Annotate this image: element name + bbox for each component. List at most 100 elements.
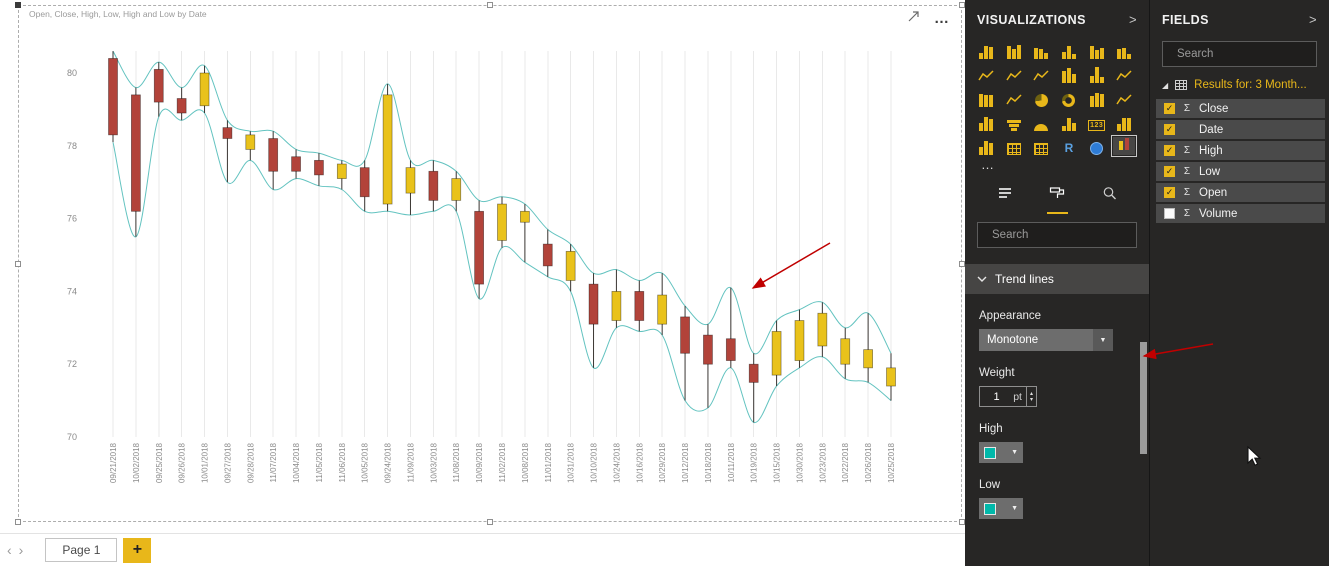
format-search-input[interactable] bbox=[992, 229, 1146, 241]
candle-10/11/2018[interactable] bbox=[725, 287, 736, 368]
next-page-icon[interactable]: › bbox=[18, 542, 24, 558]
candle-10/15/2018[interactable] bbox=[771, 320, 782, 387]
candle-10/18/2018[interactable] bbox=[703, 324, 713, 408]
candle-09/21/2018[interactable] bbox=[108, 51, 118, 143]
candle-10/30/2018[interactable] bbox=[794, 309, 805, 368]
checkbox-open[interactable]: ✓ bbox=[1164, 187, 1175, 198]
checkbox-close[interactable]: ✓ bbox=[1164, 103, 1175, 114]
candle-10/10/2018[interactable] bbox=[588, 273, 599, 368]
page-tab[interactable]: Page 1 bbox=[45, 538, 118, 562]
line-chart-icon[interactable] bbox=[975, 65, 997, 83]
dropdown-arrow-icon[interactable]: ▼ bbox=[1093, 329, 1113, 351]
more-options-icon[interactable]: … bbox=[934, 10, 949, 27]
checkbox-low[interactable]: ✓ bbox=[1164, 166, 1175, 177]
fields-table-node[interactable]: ◢ Results for: 3 Month... bbox=[1150, 67, 1329, 97]
field-row-date[interactable]: ✓ Date bbox=[1156, 120, 1325, 139]
stacked-bar-chart-icon[interactable] bbox=[975, 41, 997, 59]
candle-09/28/2018[interactable] bbox=[245, 131, 256, 161]
candle-10/22/2018[interactable] bbox=[840, 327, 851, 379]
format-pane-scrollbar[interactable] bbox=[1140, 342, 1147, 454]
weight-stepper[interactable]: ▴ ▾ bbox=[1025, 387, 1036, 406]
matrix-icon[interactable] bbox=[1030, 137, 1052, 155]
fields-search-input[interactable] bbox=[1177, 48, 1329, 60]
gauge-icon[interactable] bbox=[1030, 113, 1052, 131]
waterfall-chart-icon[interactable] bbox=[975, 89, 997, 107]
candle-10/01/2018[interactable] bbox=[199, 65, 210, 114]
candle-10/05/2018[interactable] bbox=[359, 160, 370, 212]
candle-10/08/2018[interactable] bbox=[520, 204, 530, 263]
100-stacked-bar-chart-icon[interactable] bbox=[1086, 41, 1108, 59]
prev-page-icon[interactable]: ‹ bbox=[7, 542, 12, 558]
filled-map-icon[interactable] bbox=[975, 113, 997, 131]
clustered-column-chart-icon[interactable] bbox=[1058, 41, 1080, 59]
add-page-button[interactable]: + bbox=[123, 537, 152, 563]
more-visuals-icon[interactable]: … bbox=[981, 157, 995, 172]
candle-10/16/2018[interactable] bbox=[634, 280, 645, 332]
dropdown-arrow-icon[interactable]: ▼ bbox=[1011, 449, 1018, 456]
candle-11/06/2018[interactable] bbox=[336, 160, 347, 190]
card-123-icon[interactable]: 123 bbox=[1088, 120, 1106, 131]
candle-10/09/2018[interactable] bbox=[474, 200, 484, 299]
collapse-pane-icon[interactable]: > bbox=[1129, 12, 1137, 27]
candle-11/01/2018[interactable] bbox=[542, 229, 553, 277]
area-chart-icon[interactable] bbox=[1003, 65, 1025, 83]
checkbox-volume[interactable] bbox=[1164, 208, 1175, 219]
candle-10/25/2018[interactable] bbox=[886, 353, 896, 401]
candle-11/07/2018[interactable] bbox=[268, 131, 279, 190]
field-row-volume[interactable]: Σ Volume bbox=[1156, 204, 1325, 223]
analytics-pane-tab[interactable] bbox=[1100, 182, 1120, 214]
candlestick-visual-container[interactable]: Open, Close, High, Low, High and Low by … bbox=[15, 2, 965, 525]
ribbon-chart-icon[interactable] bbox=[1113, 65, 1135, 83]
stacked-area-chart-icon[interactable] bbox=[1030, 65, 1052, 83]
collapse-pane-icon[interactable]: > bbox=[1309, 12, 1317, 27]
map-icon[interactable] bbox=[1113, 89, 1135, 107]
weight-value[interactable]: 1 bbox=[993, 390, 1000, 403]
checkbox-date[interactable]: ✓ bbox=[1164, 124, 1175, 135]
candlestick-chart[interactable]: 70 72 74 76 78 80 09/21/2018 10/02/2018 09/25/20… bbox=[19, 6, 961, 521]
field-row-close[interactable]: ✓ Σ Close bbox=[1156, 99, 1325, 118]
candle-09/26/2018[interactable] bbox=[176, 87, 187, 121]
candle-09/25/2018[interactable] bbox=[153, 62, 164, 117]
table-icon[interactable] bbox=[1003, 137, 1025, 155]
candlestick-visual-icon[interactable] bbox=[1111, 135, 1138, 157]
line-and-clustered-column-chart-icon[interactable] bbox=[1086, 65, 1108, 83]
candle-09/27/2018[interactable] bbox=[222, 120, 233, 183]
fields-search-box[interactable] bbox=[1162, 41, 1329, 67]
resize-handle[interactable] bbox=[15, 519, 21, 525]
candle-10/12/2018[interactable] bbox=[680, 305, 690, 401]
candle-10/03/2018[interactable] bbox=[428, 160, 439, 212]
candle-09/24/2018[interactable] bbox=[382, 83, 393, 212]
treemap-icon[interactable] bbox=[1086, 89, 1108, 107]
candle-11/09/2018[interactable] bbox=[405, 160, 416, 215]
candle-10/19/2018[interactable] bbox=[748, 353, 759, 423]
clustered-bar-chart-icon[interactable] bbox=[1030, 41, 1052, 59]
weight-input[interactable]: 1 pt ▴ ▾ bbox=[979, 386, 1037, 407]
high-color-picker[interactable]: ▼ bbox=[979, 442, 1023, 463]
trend-lines-section-header[interactable]: Trend lines bbox=[965, 264, 1149, 294]
dropdown-arrow-icon[interactable]: ▼ bbox=[1011, 505, 1018, 512]
donut-chart-icon[interactable] bbox=[1058, 89, 1080, 107]
funnel-icon[interactable] bbox=[1003, 113, 1025, 131]
kpi-icon[interactable] bbox=[1113, 113, 1135, 131]
candle-10/02/2018[interactable] bbox=[131, 87, 141, 237]
resize-handle[interactable] bbox=[487, 2, 493, 8]
resize-handle[interactable] bbox=[959, 2, 965, 8]
low-color-picker[interactable]: ▼ bbox=[979, 498, 1023, 519]
resize-handle[interactable] bbox=[959, 260, 965, 267]
candle-10/24/2018[interactable] bbox=[611, 269, 622, 328]
resize-handle[interactable] bbox=[487, 519, 493, 525]
stepper-down-icon[interactable]: ▾ bbox=[1029, 396, 1033, 403]
expand-icon[interactable]: ◢ bbox=[1162, 80, 1169, 90]
candle-10/29/2018[interactable] bbox=[657, 273, 668, 336]
field-row-low[interactable]: ✓ Σ Low bbox=[1156, 162, 1325, 181]
candle-10/26/2018[interactable] bbox=[863, 313, 873, 383]
candle-11/05/2018[interactable] bbox=[314, 153, 324, 186]
r-script-visual-icon[interactable]: R bbox=[1064, 141, 1074, 155]
multi-row-card-icon[interactable] bbox=[1058, 113, 1080, 131]
candle-11/02/2018[interactable] bbox=[497, 196, 507, 248]
100-stacked-column-chart-icon[interactable] bbox=[1113, 41, 1135, 59]
format-pane-tab[interactable] bbox=[1046, 182, 1068, 214]
fields-pane-tab[interactable] bbox=[995, 182, 1015, 214]
stacked-column-chart-icon[interactable] bbox=[1003, 41, 1025, 59]
checkbox-high[interactable]: ✓ bbox=[1164, 145, 1175, 156]
